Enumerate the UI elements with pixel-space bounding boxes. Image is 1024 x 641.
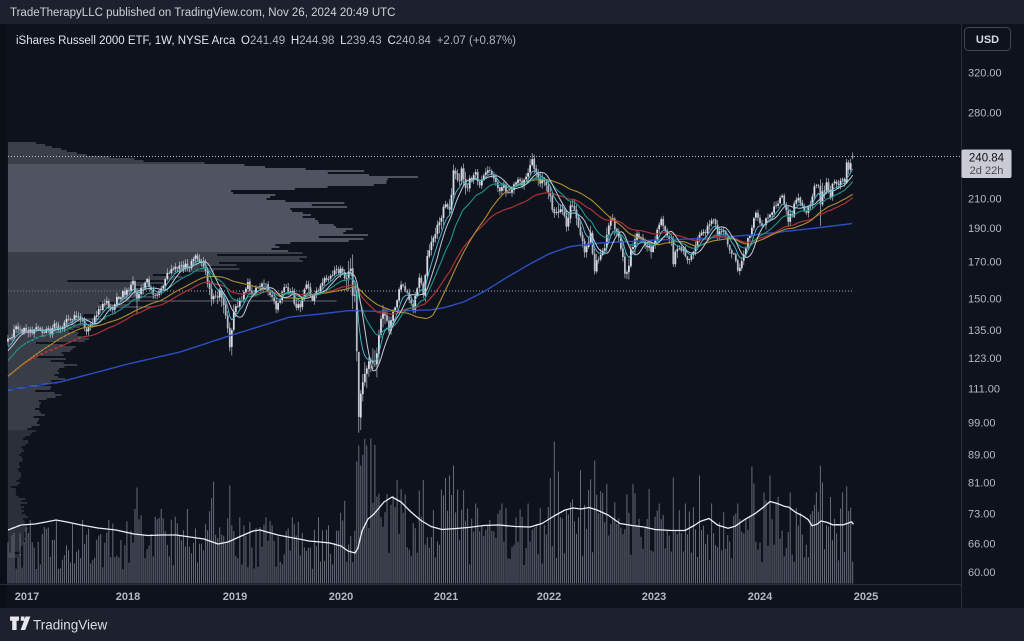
svg-text:81.00: 81.00 (968, 478, 996, 490)
svg-text:2017: 2017 (15, 591, 39, 603)
svg-text:2023: 2023 (642, 591, 666, 603)
svg-text:2018: 2018 (116, 591, 140, 603)
svg-text:60.00: 60.00 (968, 567, 996, 579)
svg-text:210.00: 210.00 (968, 193, 1002, 205)
svg-text:135.00: 135.00 (968, 325, 1002, 337)
svg-text:2022: 2022 (537, 591, 561, 603)
svg-text:89.00: 89.00 (968, 450, 996, 462)
svg-text:123.00: 123.00 (968, 353, 1002, 365)
svg-text:USD: USD (976, 34, 999, 46)
svg-text:2d 22h: 2d 22h (970, 165, 1004, 177)
svg-text:240.84: 240.84 (969, 153, 1005, 165)
svg-text:111.00: 111.00 (968, 384, 1000, 396)
svg-text:2021: 2021 (434, 591, 458, 603)
svg-text:66.00: 66.00 (968, 539, 996, 551)
svg-text:TradeTherapyLLC published on T: TradeTherapyLLC published on TradingView… (10, 7, 395, 19)
svg-text:TradingView: TradingView (33, 618, 108, 633)
svg-text:280.00: 280.00 (968, 108, 1002, 120)
svg-text:170.00: 170.00 (968, 256, 1002, 268)
svg-text:150.00: 150.00 (968, 294, 1002, 306)
svg-text:2019: 2019 (223, 591, 247, 603)
svg-text:2024: 2024 (748, 591, 773, 603)
svg-text:73.00: 73.00 (968, 509, 996, 521)
svg-text:2025: 2025 (854, 591, 878, 603)
svg-text:2020: 2020 (329, 591, 353, 603)
svg-text:190.00: 190.00 (968, 223, 1002, 235)
svg-text:99.00: 99.00 (968, 418, 996, 430)
svg-text:iShares Russell 2000 ETF, 1W,: iShares Russell 2000 ETF, 1W, NYSE Arca … (16, 35, 516, 47)
svg-text:320.00: 320.00 (968, 68, 1002, 80)
